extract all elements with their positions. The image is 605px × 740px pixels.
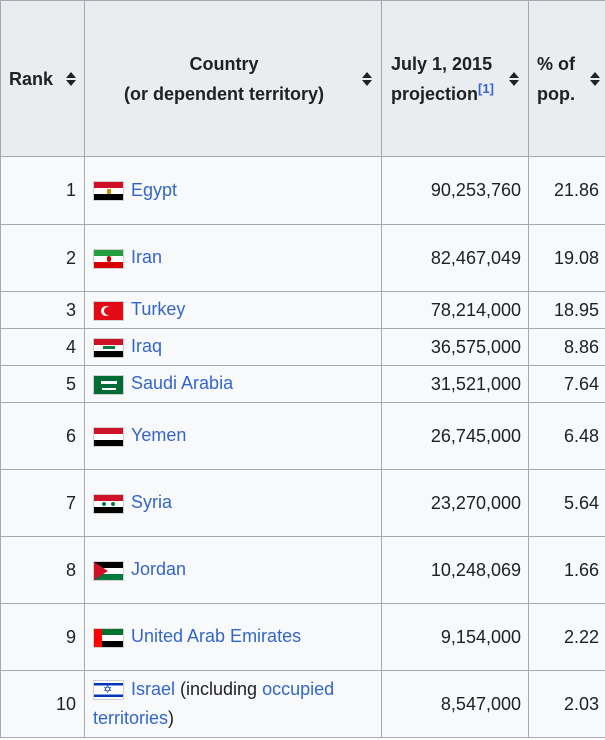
projection-cell: 82,467,049 [381,224,529,292]
column-header-rank[interactable]: Rank [0,0,85,157]
projection-cell: 26,745,000 [381,402,529,470]
country-link[interactable]: United Arab Emirates [131,626,302,647]
table-row: 3 Turkey 78,214,000 18.95 [0,291,605,329]
country-cell: Iran [84,224,382,292]
header-rank-label: Rank [9,68,54,89]
rank-cell: 9 [0,603,85,671]
reference-link[interactable]: [1] [478,80,494,96]
rank-cell: 4 [0,328,85,366]
column-header-projection[interactable]: July 1, 2015 projection[1] [381,0,529,157]
israel-flag-icon [93,680,124,701]
table-row: 8 Jordan 10,248,069 1.66 [0,536,605,604]
projection-cell: 9,154,000 [381,603,529,671]
country-link[interactable]: Syria [131,492,173,513]
country-cell: Jordan [84,536,382,604]
sort-icon[interactable] [590,71,600,86]
table-row: 6 Yemen 26,745,000 6.48 [0,402,605,470]
percent-cell: 2.03 [528,670,605,738]
rank-cell: 10 [0,670,85,738]
rank-cell: 8 [0,536,85,604]
country-cell: United Arab Emirates [84,603,382,671]
country-cell: Israel (including occupied territories) [84,670,382,738]
country-link[interactable]: Israel [131,679,176,699]
header-percent-label: % of [537,53,575,74]
country-link[interactable]: Iraq [131,336,163,357]
percent-cell: 2.22 [528,603,605,671]
uae-flag-icon [93,627,124,648]
table-row: 2 Iran 82,467,049 19.08 [0,224,605,292]
table-header-row: Rank Country (or dependent territory) Ju… [0,0,605,157]
iraq-flag-icon [93,337,124,358]
country-link[interactable]: Turkey [131,299,186,320]
rank-cell: 2 [0,224,85,292]
percent-cell: 1.66 [528,536,605,604]
egypt-flag-icon [93,181,124,202]
turkey-flag-icon [93,300,124,321]
table-row: 7 Syria 23,270,000 5.64 [0,469,605,537]
country-link[interactable]: Iran [131,247,163,268]
yemen-flag-icon [93,426,124,447]
country-cell: Iraq [84,328,382,366]
rank-cell: 1 [0,156,85,225]
rank-cell: 3 [0,291,85,329]
projection-cell: 8,547,000 [381,670,529,738]
country-cell: Egypt [84,156,382,225]
header-country-label: Country [189,53,259,74]
projection-cell: 36,575,000 [381,328,529,366]
header-country-sublabel: (or dependent territory) [123,83,324,104]
sort-icon[interactable] [509,71,519,86]
header-projection-label: projection [391,83,479,104]
country-cell: Yemen [84,402,382,470]
country-note: (including [175,679,263,699]
table-row: 5 Saudi Arabia 31,521,000 7.64 [0,365,605,403]
percent-cell: 8.86 [528,328,605,366]
header-percent-sublabel: pop. [537,83,575,104]
country-cell: Syria [84,469,382,537]
table-row: 1 Egypt 90,253,760 21.86 [0,156,605,225]
table-row: 4 Iraq 36,575,000 8.86 [0,328,605,366]
syria-flag-icon [93,493,124,514]
rank-cell: 6 [0,402,85,470]
percent-cell: 5.64 [528,469,605,537]
occupied-territories-link[interactable]: occupied territories [93,679,335,728]
table-row: 9 United Arab Emirates 9,154,000 2.22 [0,603,605,671]
rank-cell: 7 [0,469,85,537]
rank-cell: 5 [0,365,85,403]
country-cell: Turkey [84,291,382,329]
projection-cell: 78,214,000 [381,291,529,329]
country-link[interactable]: Yemen [131,425,187,446]
country-cell: Saudi Arabia [84,365,382,403]
percent-cell: 21.86 [528,156,605,225]
percent-cell: 18.95 [528,291,605,329]
country-link[interactable]: Jordan [131,559,187,580]
projection-cell: 90,253,760 [381,156,529,225]
iran-flag-icon [93,248,124,269]
sort-icon[interactable] [66,71,76,86]
projection-cell: 31,521,000 [381,365,529,403]
jordan-flag-icon [93,560,124,581]
percent-cell: 7.64 [528,365,605,403]
column-header-percent[interactable]: % of pop. [528,0,605,157]
percent-cell: 6.48 [528,402,605,470]
projection-cell: 10,248,069 [381,536,529,604]
column-header-country[interactable]: Country (or dependent territory) [84,0,382,157]
projection-cell: 23,270,000 [381,469,529,537]
saudi-arabia-flag-icon [93,374,124,395]
country-link[interactable]: Saudi Arabia [131,373,234,394]
sort-icon[interactable] [362,71,372,86]
country-note-close: ) [168,708,175,728]
country-link[interactable]: Egypt [131,179,178,200]
percent-cell: 19.08 [528,224,605,292]
header-projection-date: July 1, 2015 [391,53,493,74]
table-row: 10 Israel (including occupied territorie… [0,670,605,738]
